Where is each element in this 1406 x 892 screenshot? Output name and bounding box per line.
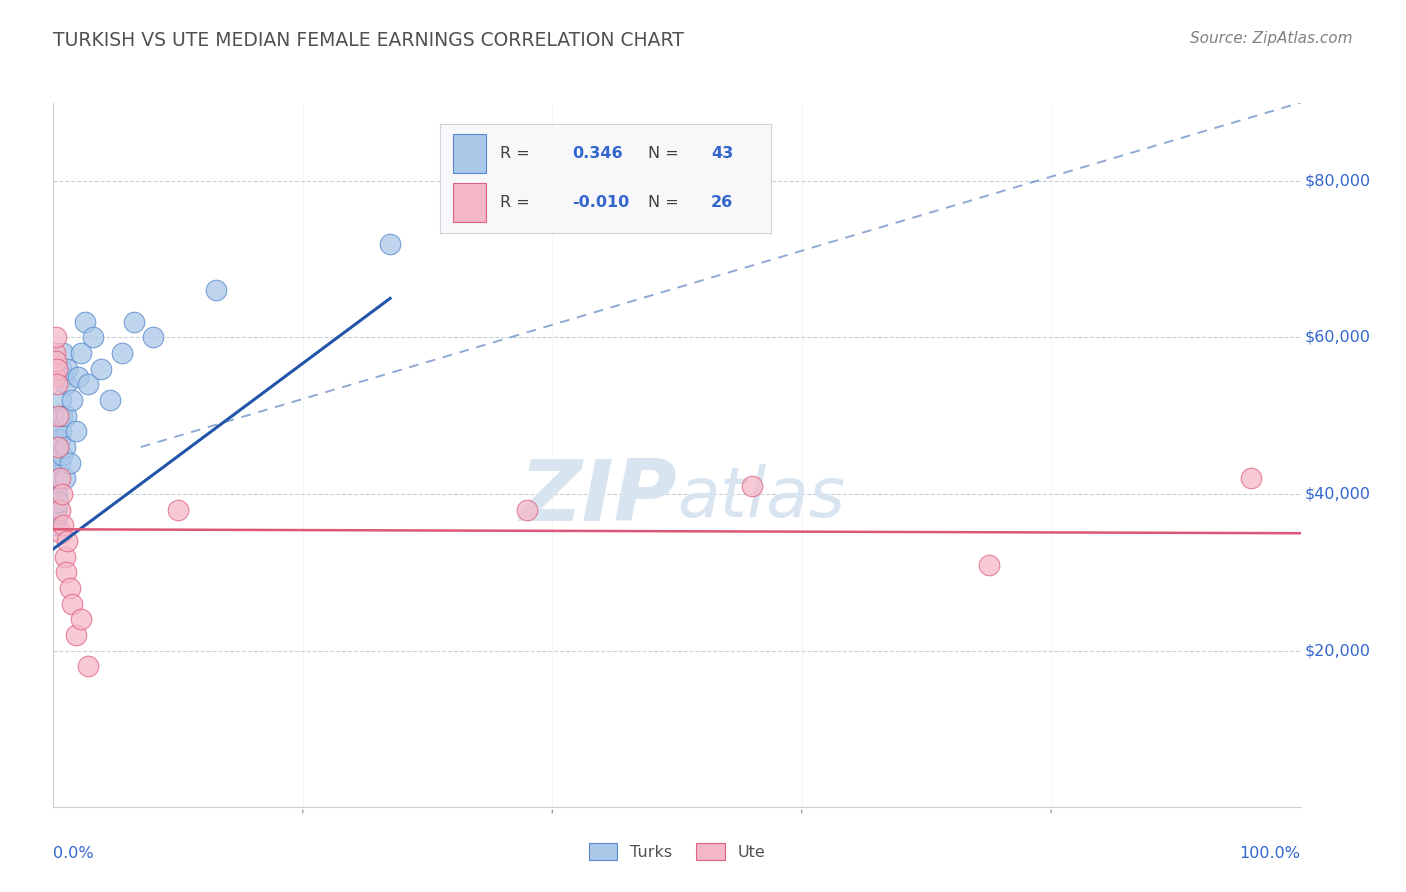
Legend: Turks, Ute: Turks, Ute: [582, 837, 772, 866]
Point: [49, 425, 72, 439]
Point: [49, 393, 72, 408]
Text: Source: ZipAtlas.com: Source: ZipAtlas.com: [1189, 31, 1353, 46]
Point: [48, 471, 70, 485]
Point: [977, 558, 1000, 572]
Point: [48, 440, 70, 454]
Point: [48, 502, 70, 516]
Point: [49, 526, 72, 541]
Point: [60, 393, 83, 408]
Point: [46, 361, 69, 376]
Point: [82, 330, 104, 344]
Point: [53, 549, 76, 564]
Point: [1240, 471, 1263, 485]
Point: [44, 369, 66, 384]
Point: [48, 432, 70, 446]
Text: $60,000: $60,000: [1305, 330, 1371, 345]
Point: [67, 369, 90, 384]
Point: [45, 330, 67, 344]
Text: 100.0%: 100.0%: [1240, 846, 1301, 861]
Point: [48, 409, 70, 423]
Point: [77, 659, 100, 673]
Point: [45, 471, 67, 485]
Point: [70, 346, 93, 360]
Point: [48, 456, 70, 470]
Text: N =: N =: [648, 145, 679, 161]
Point: [46, 377, 69, 392]
Point: [46, 510, 69, 524]
Text: R =: R =: [499, 194, 529, 210]
Text: 43: 43: [711, 145, 734, 161]
Text: TURKISH VS UTE MEDIAN FEMALE EARNINGS CORRELATION CHART: TURKISH VS UTE MEDIAN FEMALE EARNINGS CO…: [53, 31, 685, 50]
Text: $80,000: $80,000: [1305, 173, 1371, 188]
Point: [44, 487, 66, 501]
Point: [73, 315, 96, 329]
Point: [77, 377, 100, 392]
Text: atlas: atlas: [678, 464, 845, 531]
Text: 0.0%: 0.0%: [53, 846, 94, 861]
Bar: [453, 183, 486, 222]
Point: [45, 440, 67, 454]
Point: [90, 361, 112, 376]
Point: [53, 471, 76, 485]
Text: $20,000: $20,000: [1305, 643, 1371, 658]
Point: [53, 440, 76, 454]
Point: [45, 502, 67, 516]
Text: 0.346: 0.346: [572, 145, 623, 161]
Point: [60, 597, 83, 611]
Point: [48, 409, 70, 423]
Point: [44, 346, 66, 360]
Point: [167, 502, 190, 516]
Point: [70, 612, 93, 626]
Point: [56, 361, 79, 376]
Point: [98, 393, 121, 408]
Text: N =: N =: [648, 194, 679, 210]
Point: [48, 448, 70, 462]
Point: [124, 315, 146, 329]
Point: [51, 448, 73, 462]
Point: [65, 628, 87, 642]
Point: [55, 409, 77, 423]
Text: ZIP: ZIP: [519, 456, 678, 539]
Point: [56, 534, 79, 549]
Point: [111, 346, 134, 360]
Point: [46, 432, 69, 446]
Point: [378, 236, 401, 251]
Point: [59, 581, 82, 595]
Text: $40,000: $40,000: [1305, 486, 1371, 501]
Text: R =: R =: [499, 145, 529, 161]
Text: 26: 26: [711, 194, 734, 210]
Bar: [453, 134, 486, 173]
Point: [204, 284, 226, 298]
Point: [55, 377, 77, 392]
Point: [55, 566, 77, 580]
Point: [52, 346, 75, 360]
Point: [46, 464, 69, 478]
Point: [46, 487, 69, 501]
Point: [59, 456, 82, 470]
Point: [142, 330, 165, 344]
Point: [52, 518, 75, 533]
Point: [51, 487, 73, 501]
Text: -0.010: -0.010: [572, 194, 630, 210]
Point: [65, 425, 87, 439]
Point: [741, 479, 763, 493]
Point: [52, 369, 75, 384]
Point: [44, 518, 66, 533]
Point: [48, 471, 70, 485]
Point: [49, 361, 72, 376]
Point: [45, 354, 67, 368]
Point: [48, 495, 70, 509]
Point: [516, 502, 538, 516]
Point: [51, 409, 73, 423]
Point: [44, 456, 66, 470]
